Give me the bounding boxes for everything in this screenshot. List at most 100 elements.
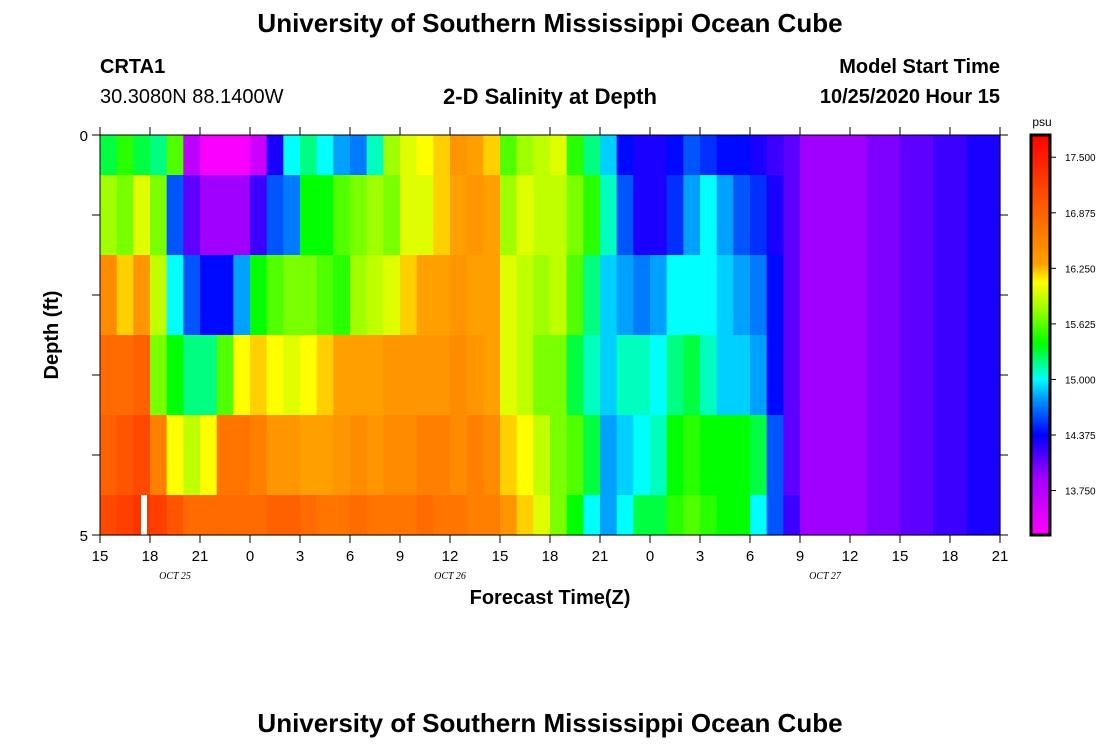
heatmap-cell	[650, 135, 668, 176]
heatmap-cell	[583, 335, 601, 416]
x-tick-label: 12	[842, 548, 859, 565]
heatmap-cell	[483, 255, 501, 336]
heatmap-cell	[750, 495, 768, 536]
heatmap-cell	[516, 135, 534, 176]
heatmap-cell	[166, 335, 184, 416]
heatmap-cell	[183, 495, 201, 536]
footer-title: University of Southern Mississippi Ocean…	[257, 708, 843, 738]
heatmap-cell	[733, 335, 751, 416]
date-label: OCT 26	[434, 571, 466, 582]
heatmap-cell	[116, 135, 134, 176]
heatmap-cell	[750, 135, 768, 176]
heatmap-cell	[566, 415, 584, 496]
heatmap-cell	[700, 255, 718, 336]
heatmap-cell	[616, 175, 634, 256]
heatmap-cell	[283, 175, 301, 256]
heatmap-cell	[366, 495, 384, 536]
heatmap-cell	[250, 335, 268, 416]
heatmap-cell	[400, 335, 418, 416]
heatmap-cell	[566, 175, 584, 256]
heatmap-cell	[583, 175, 601, 256]
heatmap-cell	[633, 495, 651, 536]
colorbar-tick-label: 13.750	[1065, 487, 1096, 498]
heatmap-cell	[816, 135, 834, 176]
heatmap-cell	[516, 255, 534, 336]
heatmap-cell	[850, 135, 868, 176]
heatmap-cell	[416, 255, 434, 336]
heatmap-cell	[100, 255, 118, 336]
heatmap-cell	[966, 335, 984, 416]
date-labels: OCT 25 OCT 26 OCT 27	[159, 571, 842, 582]
heatmap-cell	[300, 415, 318, 496]
heatmap-cell	[366, 175, 384, 256]
heatmap-cells	[100, 135, 1001, 536]
heatmap-cell	[450, 175, 468, 256]
heatmap-cell	[700, 495, 718, 536]
heatmap-cell	[866, 135, 884, 176]
heatmap-cell	[416, 415, 434, 496]
x-tick-label: 15	[492, 548, 509, 565]
x-tick-label: 3	[696, 548, 704, 565]
heatmap-cell	[666, 175, 684, 256]
heatmap-cell	[750, 255, 768, 336]
heatmap-cell	[850, 175, 868, 256]
heatmap-cell	[983, 135, 1001, 176]
heatmap-cell	[466, 335, 484, 416]
heatmap-cell	[900, 255, 918, 336]
heatmap-cell	[200, 335, 218, 416]
heatmap-cell	[816, 415, 834, 496]
x-tick-label: 6	[346, 548, 354, 565]
heatmap-cell	[550, 175, 568, 256]
heatmap-cell	[883, 415, 901, 496]
heatmap-cell	[616, 135, 634, 176]
heatmap-cell	[650, 255, 668, 336]
heatmap-cell	[166, 415, 184, 496]
heatmap-cell	[600, 175, 618, 256]
heatmap-cell	[716, 415, 734, 496]
heatmap-cell	[466, 495, 484, 536]
heatmap-cell	[983, 175, 1001, 256]
plot-title: 2-D Salinity at Depth	[443, 84, 657, 109]
heatmap-cell	[933, 335, 951, 416]
colorbar-gradient	[1029, 133, 1052, 537]
heatmap-cell	[166, 495, 184, 536]
heatmap-cell	[216, 255, 234, 336]
heatmap-cell	[783, 175, 801, 256]
heatmap-cell	[616, 495, 634, 536]
heatmap-cell	[666, 415, 684, 496]
heatmap-cell	[950, 415, 968, 496]
heatmap-cell	[733, 255, 751, 336]
heatmap-cell	[983, 335, 1001, 416]
heatmap-cell	[483, 495, 501, 536]
heatmap-cell	[633, 175, 651, 256]
heatmap-cell	[900, 495, 918, 536]
heatmap-cell	[516, 175, 534, 256]
heatmap-cell	[900, 175, 918, 256]
y-axis: 05	[80, 128, 1008, 545]
heatmap-cell	[650, 495, 668, 536]
heatmap-cell	[633, 255, 651, 336]
y-tick-label: 5	[80, 528, 88, 545]
heatmap-cell	[350, 495, 368, 536]
heatmap-cell	[866, 335, 884, 416]
page-title: University of Southern Mississippi Ocean…	[257, 8, 843, 38]
heatmap-cell	[916, 135, 934, 176]
y-axis-label: Depth (ft)	[41, 291, 63, 380]
heatmap-cell	[833, 135, 851, 176]
heatmap-cell	[533, 135, 551, 176]
heatmap-cell	[633, 415, 651, 496]
heatmap-cell	[683, 335, 701, 416]
heatmap-cell	[566, 335, 584, 416]
heatmap-cell	[116, 255, 134, 336]
heatmap-cell	[316, 415, 334, 496]
heatmap-cell	[500, 175, 518, 256]
heatmap-cell	[233, 135, 251, 176]
colorbar-ticks: 17.500 16.875 16.250 15.625 15.000 14.375 13.7…	[1050, 153, 1096, 498]
heatmap-cell	[316, 175, 334, 256]
heatmap-cell	[383, 135, 401, 176]
heatmap-cell	[750, 415, 768, 496]
heatmap-cell	[766, 335, 784, 416]
heatmap-cell	[916, 415, 934, 496]
y-tick-label: 0	[80, 128, 88, 145]
heatmap-cell	[666, 255, 684, 336]
